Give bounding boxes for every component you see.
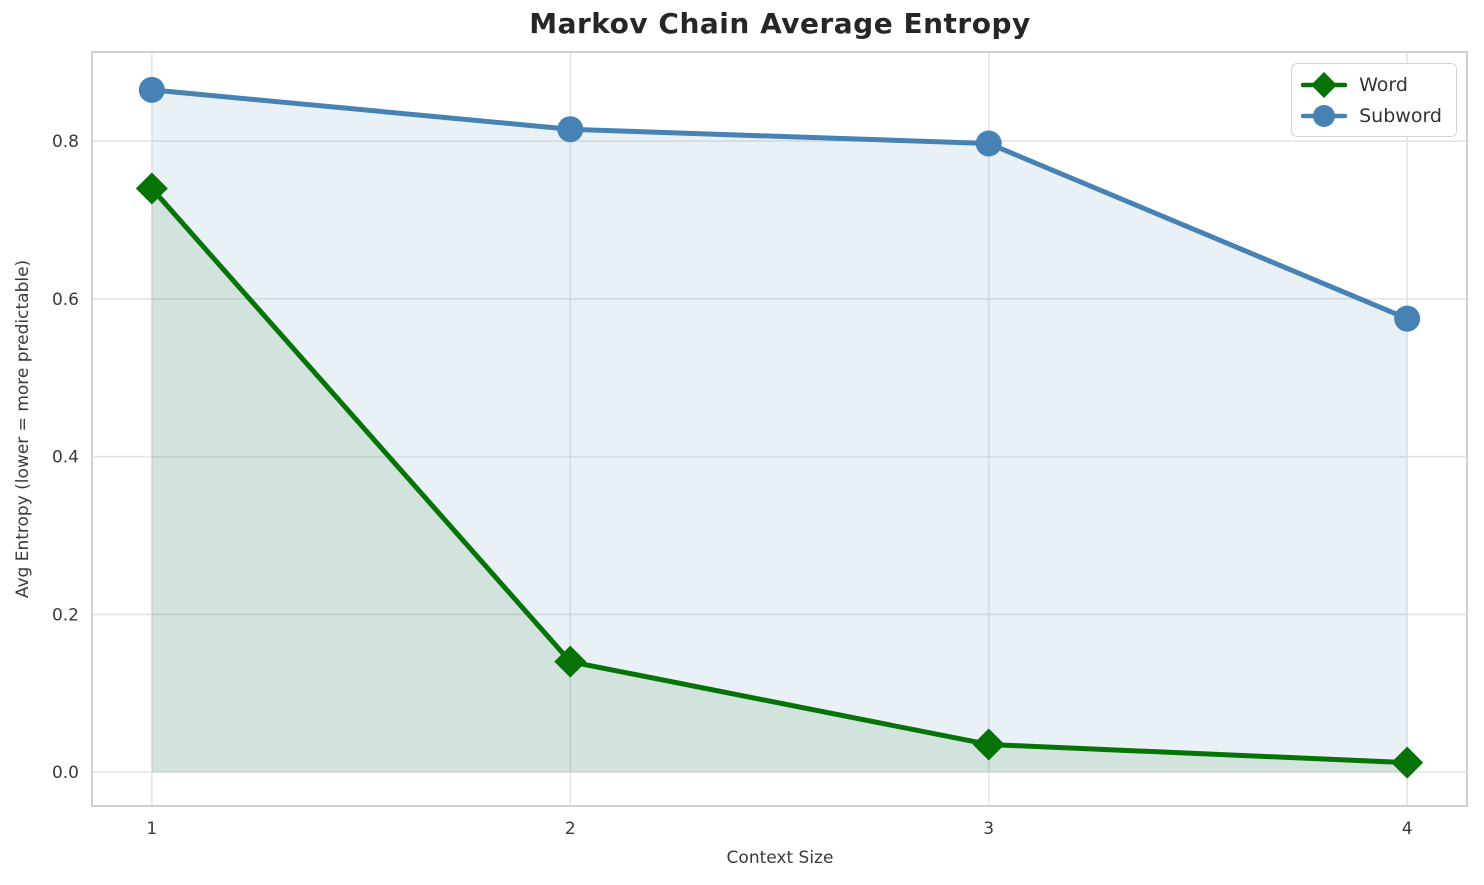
plot-border <box>91 51 1468 807</box>
y-axis-label: Avg Entropy (lower = more predictable) <box>13 259 33 599</box>
x-tick-label: 2 <box>565 819 576 839</box>
x-tick-label: 3 <box>983 819 994 839</box>
legend-label-subword: Subword <box>1359 104 1442 127</box>
line-word <box>149 185 1410 766</box>
area-fill-subword <box>151 89 1408 773</box>
data-point-subword <box>1394 305 1421 332</box>
y-tick-label: 0.0 <box>52 763 79 783</box>
data-point-word <box>1391 746 1424 779</box>
area-fill-word <box>151 188 1408 773</box>
legend-label-word: Word <box>1359 73 1408 96</box>
x-tick-label: 1 <box>146 819 157 839</box>
x-tick-label: 4 <box>1402 819 1413 839</box>
data-point-subword <box>557 116 584 143</box>
data-point-word <box>972 728 1005 761</box>
chart-title: Markov Chain Average Entropy <box>529 7 1031 40</box>
legend-item-subword: Subword <box>1301 101 1442 130</box>
legend: Word Subword <box>1291 63 1457 137</box>
y-tick-label: 0.8 <box>52 132 79 152</box>
word-diamond-marker-icon <box>1301 71 1348 98</box>
data-point-subword <box>138 76 165 103</box>
line-subword <box>149 87 1410 322</box>
x-axis-label: Context Size <box>726 848 834 868</box>
data-point-word <box>554 645 587 678</box>
legend-item-word: Word <box>1301 70 1442 99</box>
data-point-subword <box>975 130 1002 157</box>
y-tick-label: 0.2 <box>52 605 79 625</box>
y-tick-label: 0.6 <box>52 290 79 310</box>
data-point-word <box>135 172 168 205</box>
subword-circle-marker-icon <box>1301 104 1348 127</box>
y-tick-label: 0.4 <box>52 448 79 468</box>
